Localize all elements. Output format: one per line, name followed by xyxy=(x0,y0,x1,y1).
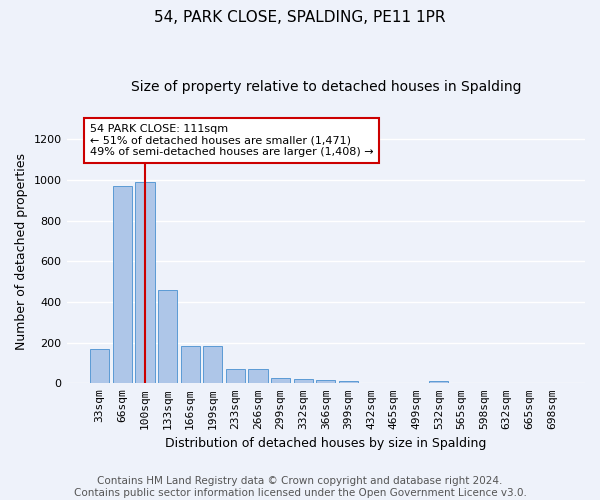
Bar xyxy=(136,182,155,384)
Bar xyxy=(90,348,109,384)
Bar xyxy=(248,369,268,384)
Bar xyxy=(181,346,200,384)
Y-axis label: Number of detached properties: Number of detached properties xyxy=(15,152,28,350)
Text: 54, PARK CLOSE, SPALDING, PE11 1PR: 54, PARK CLOSE, SPALDING, PE11 1PR xyxy=(154,10,446,25)
Bar xyxy=(339,382,358,384)
Bar xyxy=(158,290,177,384)
Bar xyxy=(226,369,245,384)
Bar xyxy=(271,378,290,384)
X-axis label: Distribution of detached houses by size in Spalding: Distribution of detached houses by size … xyxy=(165,437,487,450)
Bar xyxy=(203,346,223,384)
Text: Contains HM Land Registry data © Crown copyright and database right 2024.
Contai: Contains HM Land Registry data © Crown c… xyxy=(74,476,526,498)
Text: 54 PARK CLOSE: 111sqm
← 51% of detached houses are smaller (1,471)
49% of semi-d: 54 PARK CLOSE: 111sqm ← 51% of detached … xyxy=(89,124,373,157)
Title: Size of property relative to detached houses in Spalding: Size of property relative to detached ho… xyxy=(131,80,521,94)
Bar xyxy=(429,382,448,384)
Bar xyxy=(113,186,132,384)
Bar xyxy=(293,379,313,384)
Bar xyxy=(316,380,335,384)
